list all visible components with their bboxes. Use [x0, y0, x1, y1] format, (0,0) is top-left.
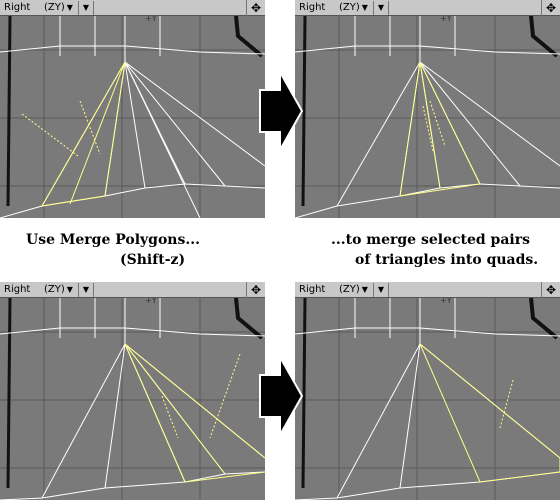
viewport-header: Right (ZY) ▼ ▼ ✥ — [0, 0, 265, 16]
y-axis-label: +Y — [145, 298, 157, 305]
view-name-label[interactable]: Right — [299, 284, 326, 295]
mesh-dark-edge-left — [301, 16, 307, 207]
mesh-dark-edge-left — [6, 298, 12, 489]
mesh-dark-edge-right — [234, 298, 264, 340]
axis-label: (ZY) — [339, 284, 360, 295]
dropdown-triangle-icon: ▼ — [66, 3, 73, 12]
move-arrows-icon[interactable]: ✥ — [246, 0, 265, 16]
y-axis-label: +Y — [440, 16, 452, 23]
caption-right-line2: of triangles into quads. — [355, 252, 539, 268]
mesh-dark-edge-right — [234, 16, 264, 58]
viewport-header: Right (ZY) ▼ ▼ ✥ — [0, 282, 265, 298]
y-axis-label: +Y — [145, 16, 157, 23]
viewport-scene[interactable]: +Y — [295, 298, 560, 500]
viewport-scene[interactable]: +Y — [295, 16, 560, 218]
view-menu-button[interactable]: ▼ — [78, 0, 94, 15]
mesh-dark-edge-left — [301, 298, 307, 489]
view-name-label[interactable]: Right — [4, 2, 31, 13]
wireframe — [295, 298, 560, 500]
dropdown-triangle-icon: ▼ — [377, 3, 385, 12]
dropdown-triangle-icon: ▼ — [377, 285, 385, 294]
grid — [295, 16, 560, 218]
dropdown-triangle-icon: ▼ — [66, 285, 73, 294]
wireframe — [295, 16, 560, 218]
move-arrows-icon[interactable]: ✥ — [541, 282, 560, 298]
mesh-dark-edge-left — [6, 16, 12, 207]
wireframe — [0, 16, 265, 218]
selected-triangles — [124, 343, 265, 483]
axis-selector[interactable]: (ZY) ▼ — [44, 284, 78, 295]
move-arrows-icon[interactable]: ✥ — [246, 282, 265, 298]
viewport-bottom-left[interactable]: Right (ZY) ▼ ▼ ✥ +Y — [0, 282, 265, 500]
caption-left-line1: Use Merge Polygons... — [26, 232, 200, 248]
viewport-top-left[interactable]: Right (ZY) ▼ ▼ ✥ +Y — [0, 0, 265, 218]
y-axis-label: +Y — [440, 298, 452, 305]
caption-right-line1: ...to merge selected pairs — [331, 232, 530, 248]
viewport-top-right[interactable]: Right (ZY) ▼ ▼ ✥ +Y — [295, 0, 560, 218]
dropdown-triangle-icon: ▼ — [361, 3, 368, 12]
grid — [295, 298, 560, 500]
mesh-dark-edge-right — [529, 298, 559, 340]
axis-label: (ZY) — [339, 2, 360, 13]
grid — [0, 16, 265, 218]
viewport-scene[interactable]: +Y — [0, 298, 265, 500]
merged-quad — [399, 60, 481, 197]
arrow-right-icon — [259, 355, 304, 437]
wireframe — [0, 298, 265, 500]
mesh-dark-edge-right — [529, 16, 559, 58]
viewport-scene[interactable]: +Y — [0, 16, 265, 218]
view-menu-button[interactable]: ▼ — [373, 0, 389, 15]
arrow-right-icon — [259, 70, 304, 152]
dropdown-triangle-icon: ▼ — [82, 3, 90, 12]
caption-left-line2: (Shift-z) — [120, 252, 186, 268]
axis-label: (ZY) — [44, 2, 65, 13]
view-name-label[interactable]: Right — [299, 2, 326, 13]
axis-selector[interactable]: (ZY) ▼ — [44, 2, 78, 13]
axis-label: (ZY) — [44, 284, 65, 295]
dropdown-triangle-icon: ▼ — [82, 285, 90, 294]
selected-triangles — [21, 61, 126, 207]
viewport-header: Right (ZY) ▼ ▼ ✥ — [295, 0, 560, 16]
axis-selector[interactable]: (ZY) ▼ — [339, 284, 373, 295]
viewport-bottom-right[interactable]: Right (ZY) ▼ ▼ ✥ +Y — [295, 282, 560, 500]
view-menu-button[interactable]: ▼ — [78, 282, 94, 297]
dropdown-triangle-icon: ▼ — [361, 285, 368, 294]
viewport-header: Right (ZY) ▼ ▼ ✥ — [295, 282, 560, 298]
view-name-label[interactable]: Right — [4, 284, 31, 295]
view-menu-button[interactable]: ▼ — [373, 282, 389, 297]
axis-selector[interactable]: (ZY) ▼ — [339, 2, 373, 13]
merged-quad — [419, 343, 560, 483]
move-arrows-icon[interactable]: ✥ — [541, 0, 560, 16]
